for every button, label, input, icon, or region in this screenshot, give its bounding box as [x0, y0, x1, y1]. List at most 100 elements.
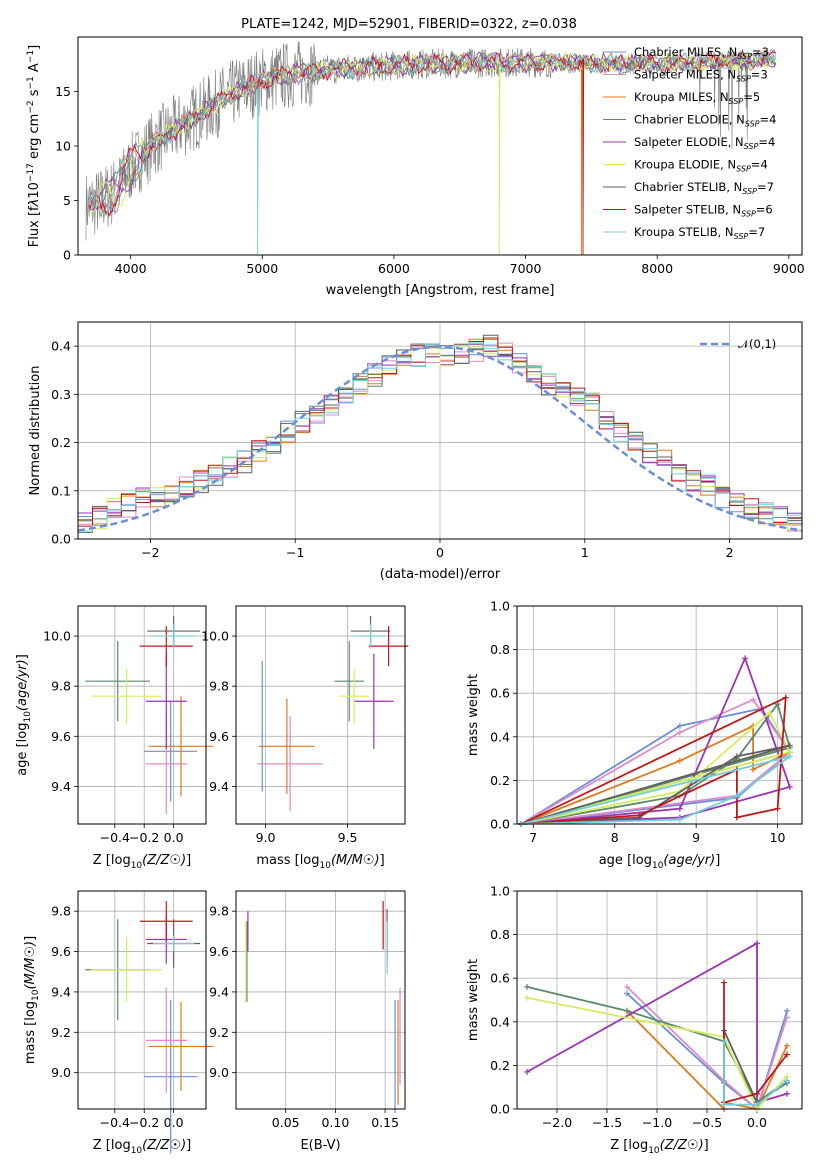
legend-series-name: Chabrier ELODIE, N	[634, 113, 745, 127]
axes-frame	[235, 890, 406, 1110]
panel-4: 7 8 9 10 0.0 0.2 0.4 0.6 0.8 1.0 age [log10(age/yr…	[466, 599, 803, 871]
y-axis-label: age [log10(age/yr)]	[15, 654, 33, 776]
weight-line-1	[626, 986, 788, 1111]
weight-marker	[784, 1090, 790, 1097]
x-tick-label: 7	[529, 830, 537, 845]
x-axis-label: Z [log10(Z/Z☉)]	[610, 1138, 708, 1156]
legend-series-name: Kroupa STELIB, N	[634, 225, 734, 239]
y-tick-label: 9.0	[51, 1065, 71, 1080]
y-axis-label: mass [log10(M/M☉)]	[23, 936, 41, 1064]
legend-series-name: Salpeter MILES, N	[634, 68, 736, 82]
y-tick-label: 9.8	[51, 679, 71, 694]
weight-marker	[784, 1007, 790, 1014]
x-axis-label: Z [log10(Z/Z☉)]	[93, 1138, 191, 1156]
x-tick-label: 4000	[115, 261, 147, 276]
weight-marker	[624, 990, 630, 997]
x-tick-label: 8	[611, 830, 619, 845]
panel-3: 9.0 9.5 9.4 9.6 9.8 10.0 mass [log10(M/M☉)]	[201, 605, 409, 871]
legend-label: Chabrier ELODIE, NSSP=4	[634, 113, 776, 129]
y-tick-label: 0.0	[51, 532, 71, 547]
axes-frame	[77, 36, 803, 256]
y-tick-label: 0.4	[51, 339, 71, 354]
x-tick-label: 0	[436, 545, 444, 560]
y-tick-label: 9.6	[209, 729, 229, 744]
legend-nssp: 4	[768, 135, 775, 149]
legend-series-name: Salpeter ELODIE, N	[634, 135, 744, 149]
legend-series-name: Kroupa MILES, N	[634, 90, 729, 104]
x-tick-label: −0.2	[129, 1115, 159, 1130]
y-tick-label: 0.2	[490, 1058, 510, 1073]
weight-marker	[742, 655, 748, 662]
legend-label: Salpeter MILES, NSSP=3	[634, 68, 768, 84]
legend-label: 𝒩(0,1)	[738, 337, 776, 351]
weight-marker	[784, 1014, 790, 1021]
observed-spectrum	[85, 41, 776, 241]
y-axis-label: mass weight	[466, 959, 481, 1041]
legend-nssp: 7	[767, 180, 774, 194]
y-tick-label: 0.6	[490, 971, 510, 986]
x-tick-label: 6000	[378, 261, 410, 276]
y-tick-label: 10	[55, 139, 71, 154]
y-axis-label: Normed distribution	[28, 366, 43, 496]
weight-line-4	[521, 655, 791, 825]
weight-marker	[766, 709, 773, 716]
axes-frame	[77, 321, 803, 540]
normal-curve	[77, 345, 803, 532]
x-tick-label: 9000	[773, 261, 805, 276]
panel-5: −0.4 −0.2 0.0 9.0 9.2 9.4 9.6 9.8 Z [log10(Z/Z☉)…	[23, 890, 214, 1156]
y-tick-label: 9.0	[209, 1065, 229, 1080]
x-tick-label: −1	[286, 545, 304, 560]
weight-marker	[750, 766, 757, 773]
weight-marker	[750, 696, 757, 703]
y-tick-label: 0	[63, 248, 71, 263]
weight-line-3	[520, 702, 791, 825]
weight-marker	[786, 783, 793, 790]
x-tick-label: 0.10	[321, 1115, 349, 1130]
x-tick-label: −2.0	[542, 1115, 572, 1130]
weight-marker	[624, 1007, 630, 1014]
model-spectrum-4	[88, 51, 777, 210]
x-tick-label: 9	[692, 830, 700, 845]
y-axis-label: mass weight	[466, 674, 481, 756]
weight-marker	[721, 1101, 727, 1108]
y-tick-label: 9.8	[209, 679, 229, 694]
weight-marker	[733, 814, 740, 821]
weight-marker	[782, 694, 789, 701]
y-tick-label: 0.0	[490, 817, 510, 832]
weight-marker	[524, 1068, 530, 1075]
weight-marker	[733, 753, 740, 760]
legend-series-name: Kroupa ELODIE, N	[634, 158, 736, 172]
weight-marker	[624, 983, 630, 990]
axes-frame	[77, 605, 207, 825]
y-tick-label: 9.6	[51, 729, 71, 744]
legend-label: Kroupa MILES, NSSP=5	[634, 90, 760, 106]
x-tick-label: 7000	[510, 261, 542, 276]
legend-label: Chabrier STELIB, NSSP=7	[634, 180, 774, 196]
y-tick-label: 0.2	[51, 435, 71, 450]
legend-nssp: 5	[753, 90, 760, 104]
y-tick-label: 9.2	[51, 1025, 71, 1040]
legend-label: Chabrier MILES, NSSP=3	[634, 45, 769, 61]
axes-frame	[516, 890, 803, 1110]
x-tick-label: 1	[581, 545, 589, 560]
x-tick-label: −2	[141, 545, 159, 560]
x-tick-label: −0.2	[129, 830, 159, 845]
panel-6: 0.05 0.10 0.15 9.0 9.2 9.4 9.6 9.8 E(B-V)	[209, 890, 406, 1153]
y-tick-label: 9.4	[51, 779, 71, 794]
weight-marker	[676, 805, 683, 812]
x-axis-label: (data-model)/error	[380, 567, 501, 582]
x-axis-label: mass [log10(M/M☉)]	[256, 853, 384, 871]
weight-marker	[786, 742, 793, 749]
residual-histogram-8	[78, 342, 802, 539]
panel-0: 4000 5000 6000 7000 8000 9000 0 5 10 15 PLATE=1242…	[26, 17, 805, 298]
axes-frame	[235, 605, 406, 825]
y-tick-label: 9.6	[209, 944, 229, 959]
panel-2: −0.4 −0.2 0.0 9.4 9.6 9.8 10.0 Z [log10(Z/Z☉)] a…	[15, 605, 214, 871]
legend-series-name: Chabrier MILES, N	[634, 45, 737, 59]
y-tick-label: 9.8	[209, 904, 229, 919]
y-tick-label: 0.2	[490, 773, 510, 788]
x-axis-label: age [log10(age/yr)]	[599, 853, 721, 871]
weight-marker	[676, 722, 683, 729]
x-tick-label: −0.4	[100, 830, 130, 845]
